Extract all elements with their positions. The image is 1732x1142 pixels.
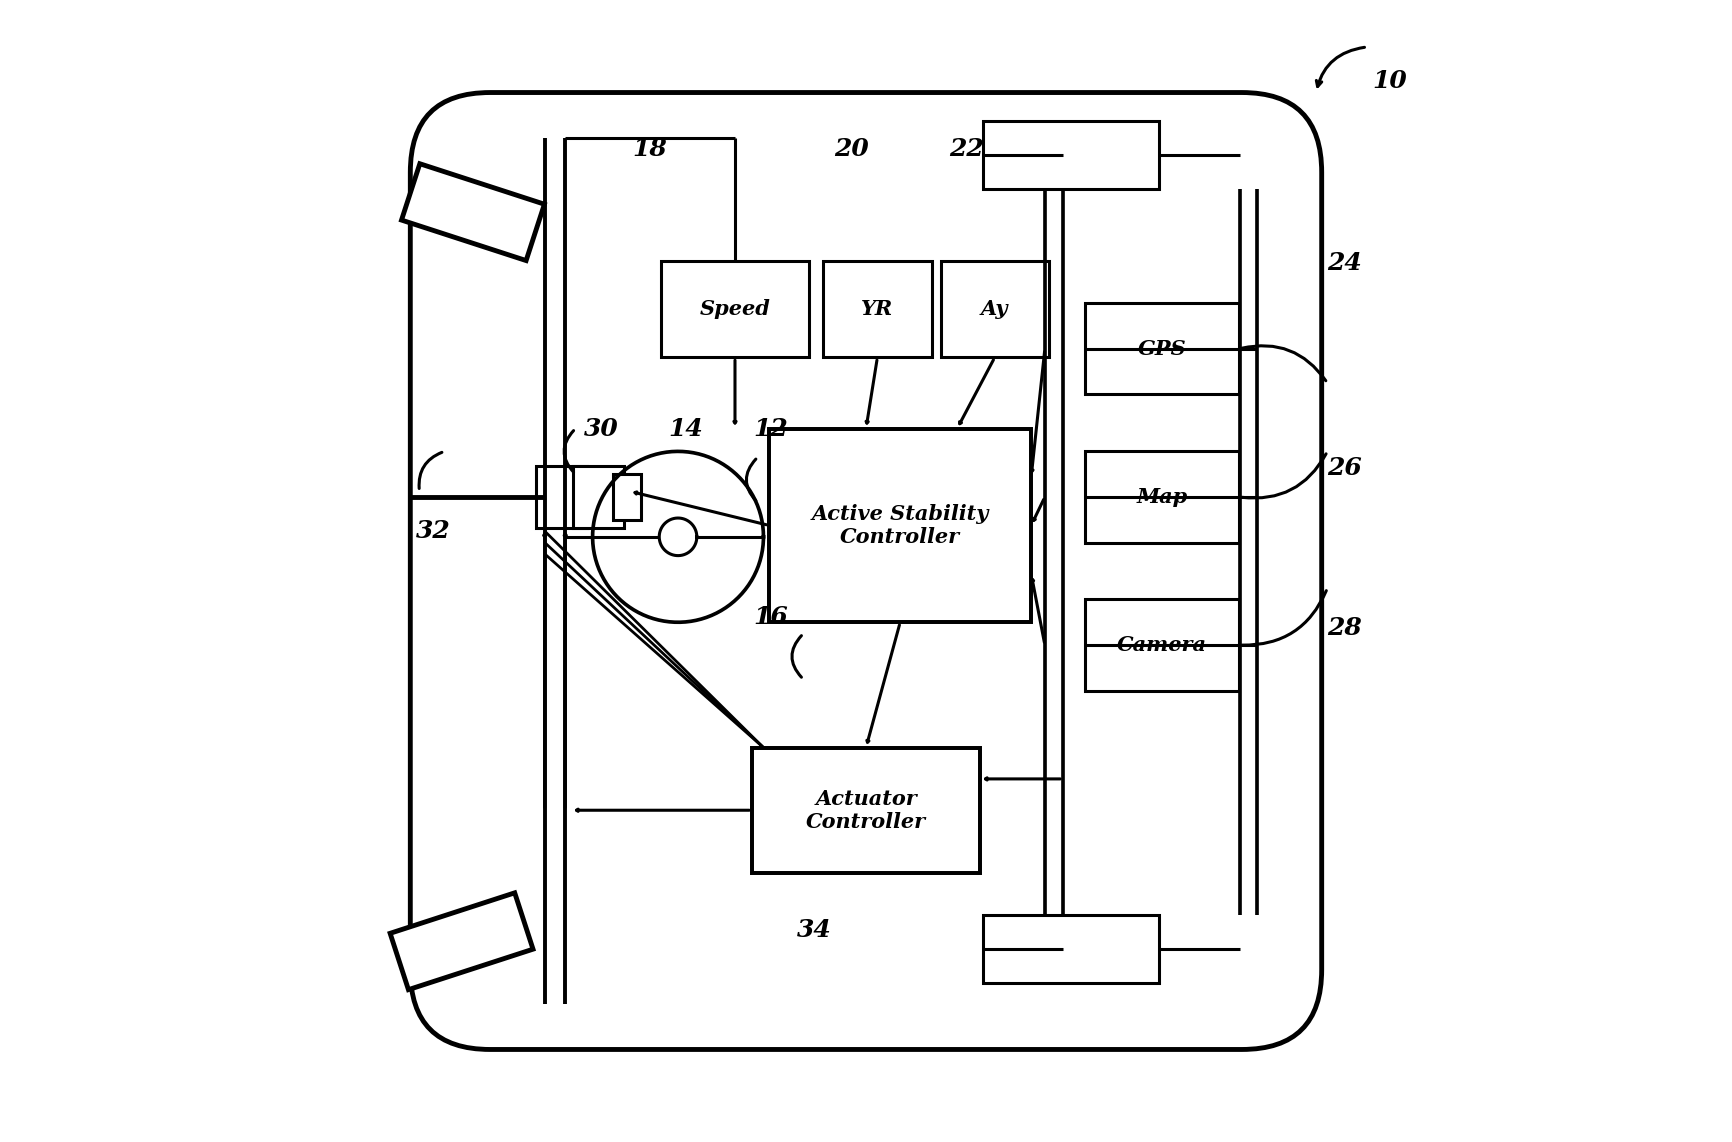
Text: 10: 10 <box>1373 70 1408 94</box>
Text: 20: 20 <box>833 137 868 161</box>
Text: Active Stability
Controller: Active Stability Controller <box>812 504 989 547</box>
Text: 30: 30 <box>584 417 618 441</box>
Text: GPS: GPS <box>1138 339 1186 359</box>
Text: YR: YR <box>861 299 894 319</box>
FancyBboxPatch shape <box>613 474 641 520</box>
Polygon shape <box>402 163 544 260</box>
Polygon shape <box>390 893 533 990</box>
FancyBboxPatch shape <box>982 915 1159 983</box>
Text: 24: 24 <box>1327 251 1361 275</box>
Text: 18: 18 <box>632 137 667 161</box>
Text: 26: 26 <box>1327 457 1361 481</box>
Text: Ay: Ay <box>980 299 1008 319</box>
Text: 16: 16 <box>753 604 788 628</box>
FancyBboxPatch shape <box>1086 304 1238 394</box>
Text: Camera: Camera <box>1117 635 1207 656</box>
FancyBboxPatch shape <box>823 260 932 357</box>
FancyBboxPatch shape <box>769 428 1031 622</box>
FancyBboxPatch shape <box>573 466 624 529</box>
FancyBboxPatch shape <box>662 260 809 357</box>
Text: Actuator
Controller: Actuator Controller <box>805 789 927 831</box>
FancyBboxPatch shape <box>537 466 587 529</box>
Text: 14: 14 <box>669 417 703 441</box>
FancyBboxPatch shape <box>1086 451 1238 542</box>
FancyBboxPatch shape <box>410 93 1322 1049</box>
Text: 34: 34 <box>797 918 831 942</box>
Text: 22: 22 <box>949 137 984 161</box>
Text: 28: 28 <box>1327 616 1361 640</box>
FancyBboxPatch shape <box>940 260 1050 357</box>
Text: 32: 32 <box>416 520 450 544</box>
FancyBboxPatch shape <box>1086 600 1238 691</box>
Text: Map: Map <box>1136 486 1188 507</box>
Text: 12: 12 <box>753 417 788 441</box>
Text: Speed: Speed <box>700 299 771 319</box>
FancyBboxPatch shape <box>752 748 980 872</box>
FancyBboxPatch shape <box>982 121 1159 190</box>
